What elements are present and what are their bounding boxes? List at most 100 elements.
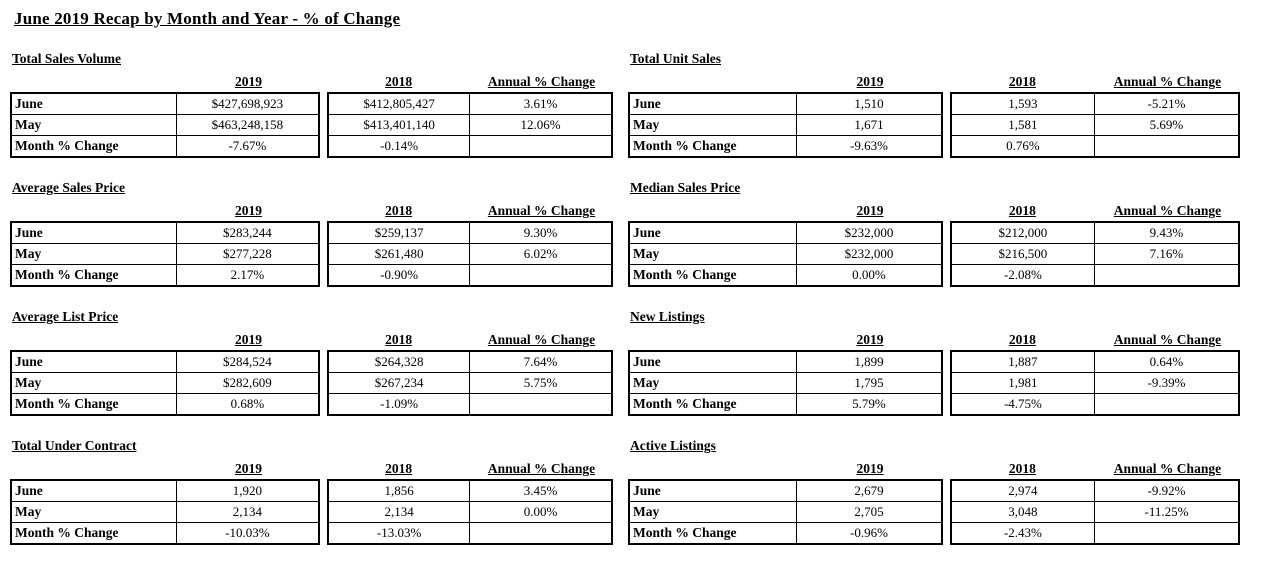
data-table: June 2,679 May 2,705 Month % Change -0.9… — [628, 479, 1240, 545]
column-header-2018: 2018 — [385, 332, 413, 347]
value-2018: -4.75% — [952, 394, 1095, 414]
column-header-row: 2019 2018 Annual % Change — [10, 329, 613, 348]
table-row: Month % Change 2.17% — [12, 264, 318, 285]
value-2019: 1,795 — [854, 375, 884, 390]
table-right-box: 2,974 -9.92% 3,048 -11.25% -2.43% — [949, 479, 1240, 545]
column-header-2019: 2019 — [856, 203, 884, 218]
table-right-box: 1,593 -5.21% 1,581 5.69% 0.76% — [949, 92, 1240, 158]
table-row: June $232,000 — [630, 223, 941, 243]
table-row: -2.08% — [951, 264, 1238, 285]
table-row: June $427,698,923 — [12, 94, 318, 114]
table-row: $412,805,427 3.61% — [329, 94, 611, 114]
row-label: May — [12, 502, 177, 522]
column-header-2019: 2019 — [856, 461, 884, 476]
value-annual-change: 7.16% — [1149, 246, 1184, 261]
row-label: Month % Change — [12, 523, 177, 543]
table-right-box: $259,137 9.30% $261,480 6.02% -0.90% — [327, 221, 613, 287]
table-right-box: 1,887 0.64% 1,981 -9.39% -4.75% — [949, 350, 1240, 416]
value-2019: $427,698,923 — [211, 96, 284, 111]
row-label: Month % Change — [630, 523, 798, 543]
value-2018: 0.76% — [952, 136, 1095, 156]
value-2019: -0.96% — [850, 525, 888, 540]
table-row: $216,500 7.16% — [951, 243, 1238, 264]
data-table: June $232,000 May $232,000 Month % Chang… — [628, 221, 1240, 287]
table-row: May $463,248,158 — [12, 114, 318, 135]
column-header-row: 2019 2018 Annual % Change — [628, 200, 1240, 219]
value-annual-change: 0.64% — [1149, 354, 1184, 369]
table-left-box: June 1,510 May 1,671 Month % Change -9.6… — [628, 92, 943, 158]
section-title: Average List Price — [12, 309, 119, 324]
table-left-box: June $283,244 May $277,228 Month % Chang… — [10, 221, 320, 287]
row-label: May — [630, 502, 798, 522]
table-column-gap — [943, 479, 950, 545]
table-row: 3,048 -11.25% — [951, 501, 1238, 522]
table-row: May 1,795 — [630, 372, 941, 393]
section-active-listings: Active Listings 2019 2018 Annual % Chang… — [628, 438, 1240, 545]
table-row: June 2,679 — [630, 481, 941, 501]
column-header-2018: 2018 — [1008, 332, 1036, 347]
value-annual-change: -5.21% — [1147, 96, 1186, 111]
row-label: Month % Change — [630, 265, 798, 285]
table-row: June 1,899 — [630, 352, 941, 372]
tables-grid: Total Sales Volume 2019 2018 Annual % Ch… — [10, 29, 1262, 545]
value-annual-change: 6.02% — [523, 246, 558, 261]
section-new-listings: New Listings 2019 2018 Annual % Change J… — [628, 309, 1240, 416]
table-row: May 2,705 — [630, 501, 941, 522]
value-2019: 0.68% — [230, 396, 265, 411]
value-2019: 2.17% — [230, 267, 265, 282]
value-2019: -10.03% — [225, 525, 270, 540]
row-label: May — [630, 244, 798, 264]
column-header-2018: 2018 — [385, 203, 413, 218]
value-2018: 2,134 — [329, 502, 471, 522]
column-header-annual-change: Annual % Change — [487, 461, 596, 476]
row-label: June — [12, 352, 177, 372]
table-row: May 1,671 — [630, 114, 941, 135]
section-total-under-contract: Total Under Contract 2019 2018 Annual % … — [10, 438, 613, 545]
table-row: May $282,609 — [12, 372, 318, 393]
table-right-box: $412,805,427 3.61% $413,401,140 12.06% -… — [327, 92, 613, 158]
column-header-2018: 2018 — [1008, 203, 1036, 218]
value-annual-change: 7.64% — [523, 354, 558, 369]
value-2018: $412,805,427 — [329, 94, 471, 114]
value-annual-change — [470, 265, 611, 285]
value-annual-change: 5.69% — [1149, 117, 1184, 132]
value-2018: -0.90% — [329, 265, 471, 285]
value-2019: -9.63% — [850, 138, 888, 153]
table-row: -0.14% — [329, 135, 611, 156]
column-header-row: 2019 2018 Annual % Change — [628, 329, 1240, 348]
column-header-row: 2019 2018 Annual % Change — [628, 458, 1240, 477]
value-2019: $232,000 — [844, 225, 894, 240]
value-2018: 2,974 — [952, 481, 1095, 501]
section-title: Median Sales Price — [630, 180, 741, 195]
row-label: May — [12, 244, 177, 264]
value-2018: 1,856 — [329, 481, 471, 501]
table-right-box: $264,328 7.64% $267,234 5.75% -1.09% — [327, 350, 613, 416]
row-label: June — [630, 352, 798, 372]
value-annual-change: 12.06% — [520, 117, 561, 132]
table-row: -13.03% — [329, 522, 611, 543]
column-header-annual-change: Annual % Change — [487, 332, 596, 347]
column-header-annual-change: Annual % Change — [1113, 461, 1222, 476]
table-row: June $283,244 — [12, 223, 318, 243]
row-label: Month % Change — [630, 136, 798, 156]
table-row: June 1,920 — [12, 481, 318, 501]
value-annual-change — [1095, 265, 1238, 285]
table-row: Month % Change -10.03% — [12, 522, 318, 543]
value-2018: $261,480 — [329, 244, 471, 264]
section-title: New Listings — [630, 309, 705, 324]
value-2019: 1,510 — [854, 96, 884, 111]
row-label: June — [12, 223, 177, 243]
row-label: June — [630, 481, 798, 501]
table-row: May 2,134 — [12, 501, 318, 522]
section-total-sales-volume: Total Sales Volume 2019 2018 Annual % Ch… — [10, 51, 613, 158]
column-header-2019: 2019 — [234, 203, 262, 218]
page-title: June 2019 Recap by Month and Year - % of… — [14, 9, 401, 28]
section-title: Total Under Contract — [12, 438, 137, 453]
value-2018: $264,328 — [329, 352, 471, 372]
table-row: 1,593 -5.21% — [952, 94, 1238, 114]
table-row: -0.90% — [329, 264, 611, 285]
column-header-2019: 2019 — [234, 461, 262, 476]
table-row: 2,134 0.00% — [329, 501, 611, 522]
data-table: June $283,244 May $277,228 Month % Chang… — [10, 221, 613, 287]
value-annual-change — [470, 136, 611, 156]
